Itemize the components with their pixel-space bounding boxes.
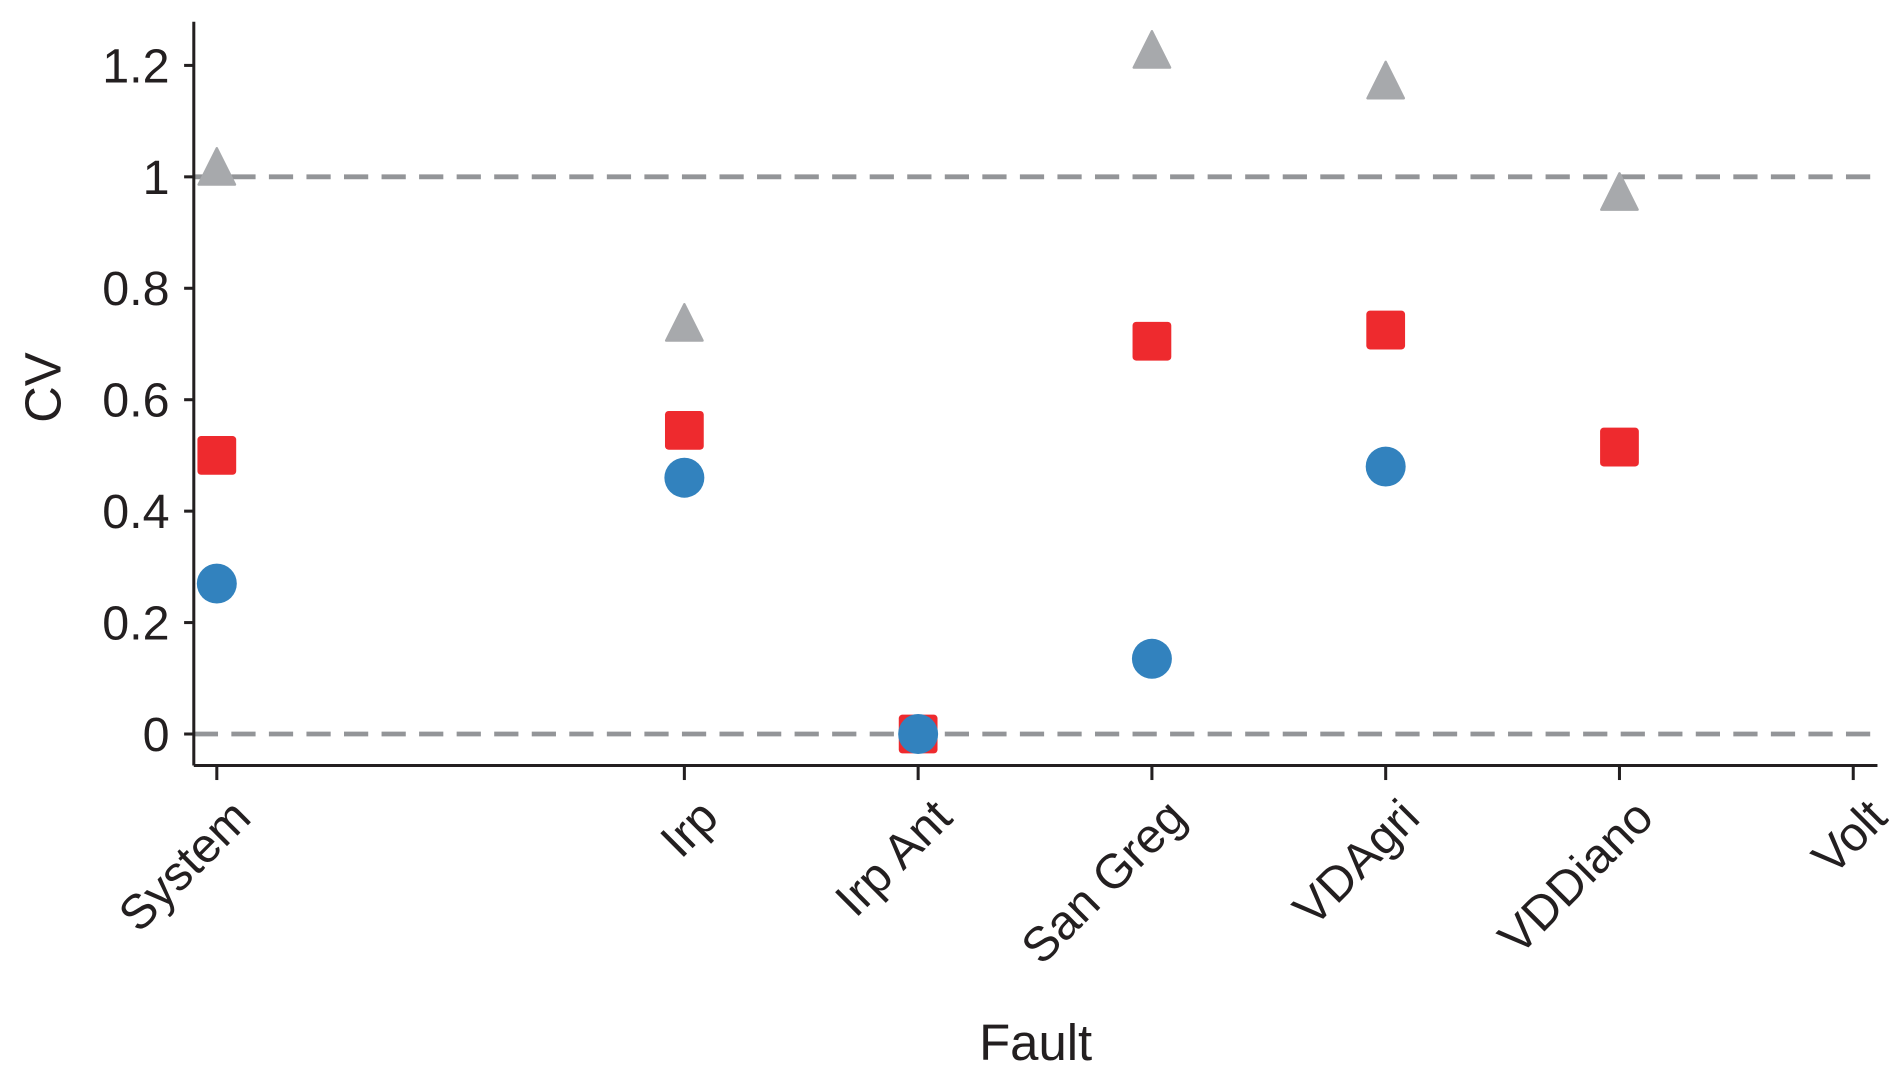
x-tick-label: VDAgri — [1283, 790, 1430, 937]
y-axis-title: CV — [15, 352, 72, 423]
x-tick-label: System — [109, 790, 261, 942]
square-point — [664, 410, 704, 450]
y-tick-label: 0.2 — [102, 597, 169, 651]
circle-point — [898, 714, 939, 754]
circle-point — [1131, 638, 1172, 679]
triangle-point — [197, 147, 237, 186]
x-tick-label: VDDiano — [1488, 790, 1663, 965]
x-tick-label: Volt — [1802, 789, 1892, 885]
y-tick-label: 0.8 — [102, 262, 169, 316]
square-point — [197, 436, 237, 475]
x-tick-label: Irp Ant — [825, 789, 963, 927]
triangle-point — [1366, 60, 1406, 100]
circle-point — [1365, 446, 1406, 487]
square-point — [1600, 427, 1639, 467]
y-tick-label: 0.4 — [102, 485, 169, 539]
y-tick-label: 0 — [143, 708, 170, 762]
y-tick-label: 1 — [143, 151, 170, 205]
y-tick-label: 1.2 — [102, 39, 169, 93]
triangle-point — [1600, 172, 1639, 211]
data-points — [196, 30, 1639, 754]
triangle-point — [664, 303, 704, 342]
circle-point — [196, 563, 237, 604]
circle-point — [664, 457, 705, 498]
x-tick-label: Irp — [650, 790, 728, 868]
y-tick-label: 0.6 — [102, 374, 169, 428]
x-tick-label: San Greg — [1011, 790, 1196, 975]
square-point — [1132, 321, 1172, 361]
axes: 0 0.2 0.4 0.6 0.8 1 1.2 System Irp Irp Ant San Gre… — [102, 21, 1892, 975]
x-axis-title: Fault — [979, 1014, 1092, 1071]
square-point — [1366, 310, 1406, 350]
triangle-point — [1132, 30, 1172, 69]
reference-lines — [193, 174, 1878, 737]
